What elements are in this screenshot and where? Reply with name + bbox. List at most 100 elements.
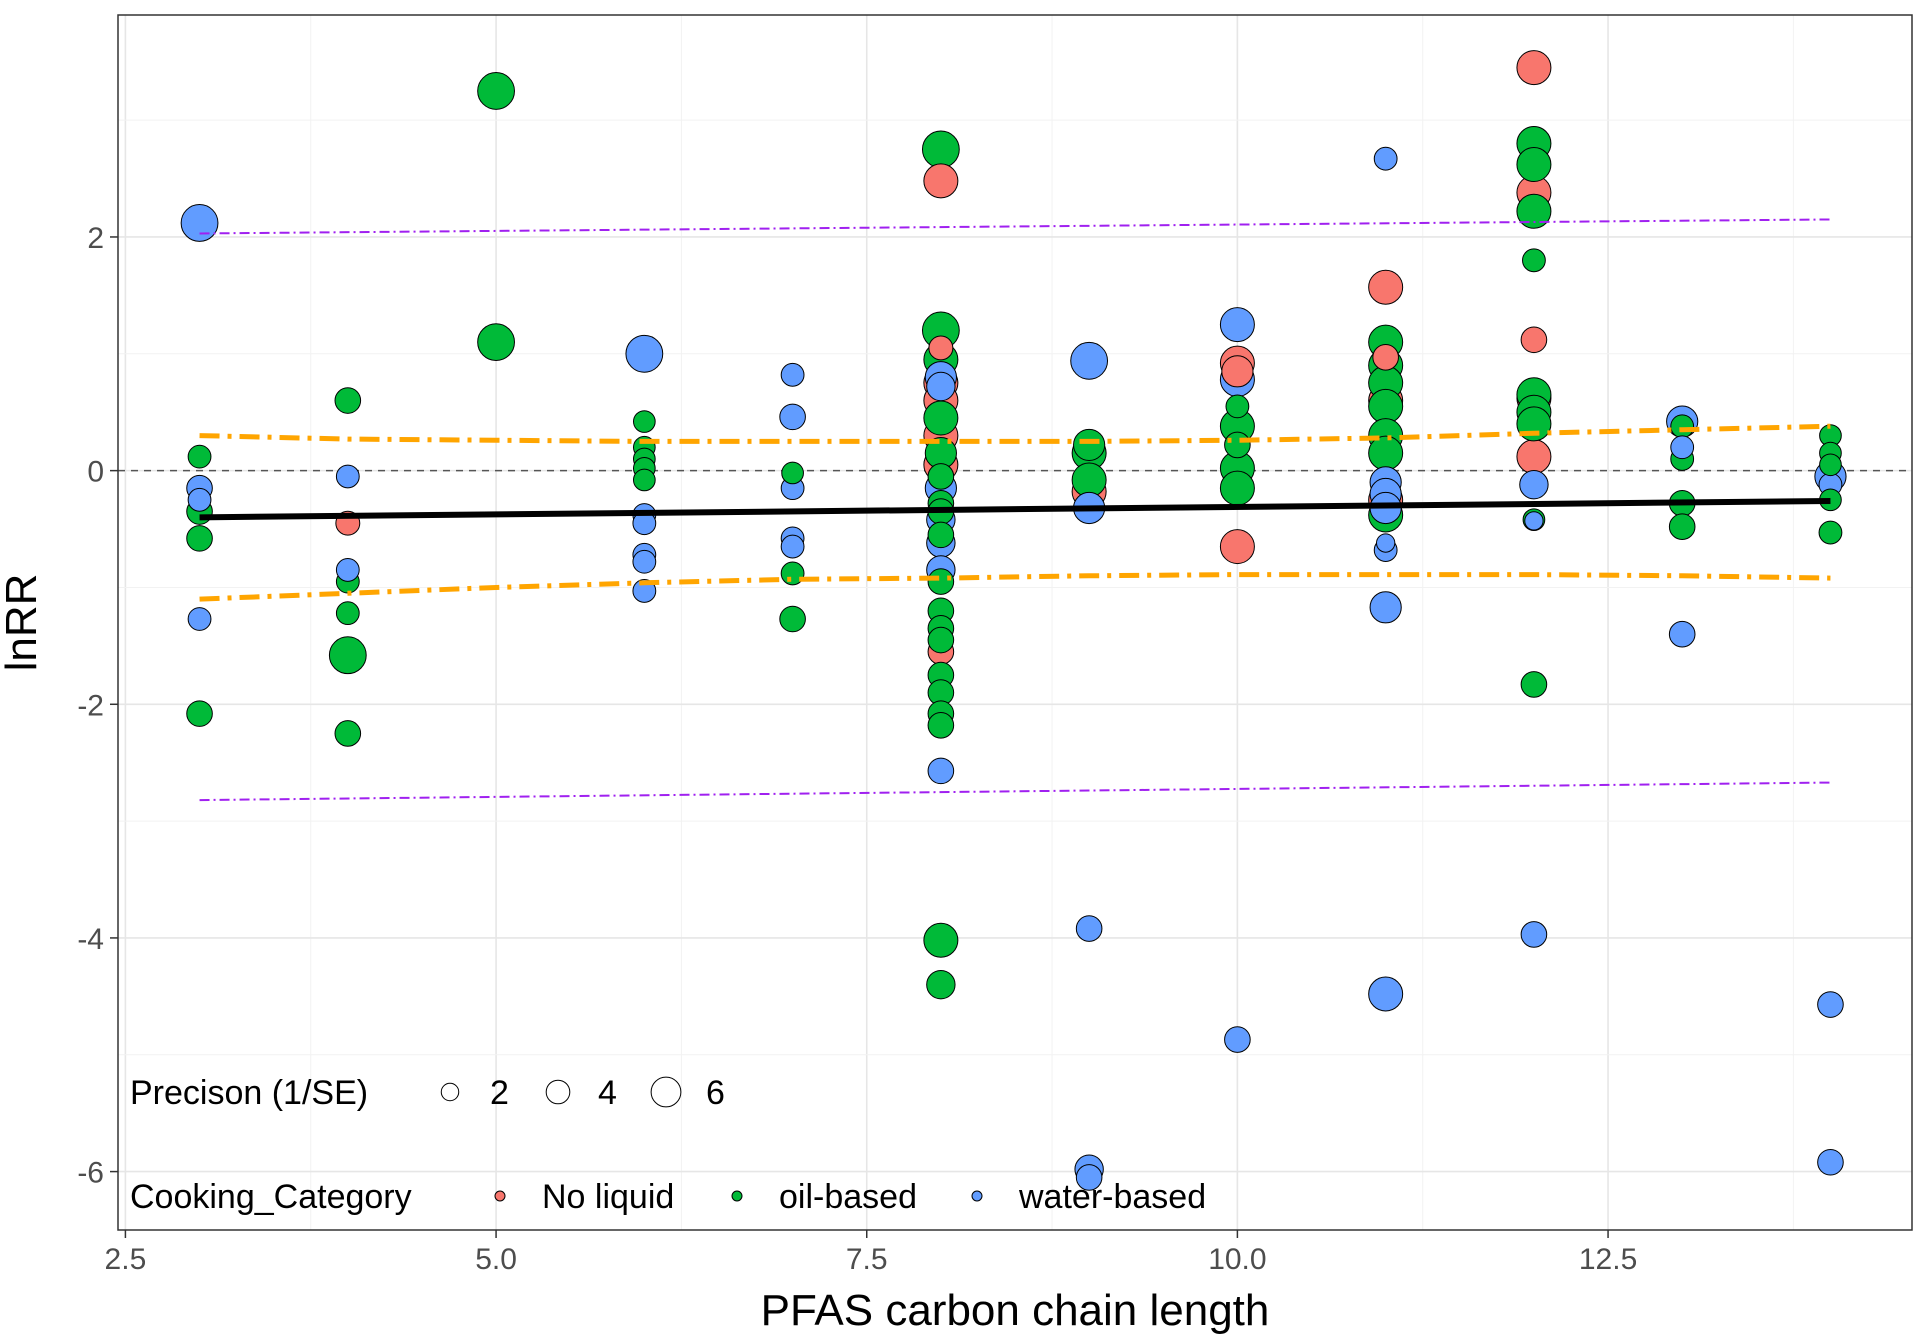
x-tick-label: 10.0 [1208, 1243, 1266, 1276]
data-point-water-based [926, 371, 956, 402]
data-point-oil-based [1225, 394, 1250, 419]
data-point-oil-based [927, 568, 955, 595]
data-point-water-based [632, 549, 657, 574]
data-point-water-based [1817, 1148, 1844, 1176]
data-point-water-based [1368, 976, 1404, 1012]
data-points [180, 50, 1847, 1191]
data-point-oil-based [1368, 435, 1404, 471]
legend-size-label: 2 [490, 1074, 509, 1112]
grid [118, 15, 1912, 1230]
data-point-oil-based [927, 521, 955, 549]
data-point-water-based [1817, 991, 1844, 1018]
data-point-water-based [1075, 915, 1103, 942]
data-point-oil-based [927, 463, 955, 490]
data-point-oil-based [1516, 193, 1552, 229]
legend-size-label: 4 [598, 1074, 617, 1112]
data-point-water-based [1373, 146, 1398, 171]
data-point-oil-based [1818, 520, 1843, 545]
data-point-water-based [1070, 341, 1109, 380]
fit-line [199, 498, 1831, 521]
data-point-water-based [779, 403, 806, 431]
legend-size-key [650, 1076, 682, 1108]
x-tick-label: 2.5 [105, 1243, 147, 1276]
data-point-oil-based [781, 461, 804, 485]
plot-panel-border [117, 14, 1913, 1231]
x-axis-title: PFAS carbon chain length [761, 1286, 1270, 1335]
data-point-water-based [625, 334, 664, 373]
y-tick-label: 2 [87, 222, 104, 255]
legend-color-key [494, 1190, 506, 1202]
data-point-no-liquid [1368, 269, 1404, 305]
data-point-water-based [187, 487, 212, 512]
legend-size-label: 6 [706, 1074, 725, 1112]
y-tick-label: 0 [87, 456, 104, 489]
data-point-oil-based [927, 712, 955, 739]
data-point-water-based [1376, 533, 1396, 553]
legend: Precison (1/SE) Cooking_Category 2 4 6 No l… [130, 1074, 1206, 1216]
confidence-band-upper [199, 423, 1831, 444]
data-point-oil-based [1071, 462, 1107, 498]
data-point-water-based [1219, 307, 1255, 343]
y-tick-label: -4 [77, 923, 104, 956]
data-point-water-based [780, 362, 805, 387]
data-point-water-based [1224, 1026, 1251, 1053]
legend-color-title: Cooking_Category [130, 1178, 412, 1216]
data-point-no-liquid [1372, 344, 1399, 371]
data-point-oil-based [334, 720, 362, 747]
data-point-no-liquid [1221, 355, 1254, 388]
bands [199, 218, 1831, 802]
legend-color-label: water-based [1018, 1178, 1206, 1216]
x-tick-label: 12.5 [1579, 1243, 1637, 1276]
data-point-oil-based [187, 444, 212, 469]
x-tick-label: 5.0 [475, 1243, 517, 1276]
data-point-oil-based [779, 605, 806, 633]
data-point-oil-based [328, 636, 367, 675]
legend-color-label: No liquid [542, 1178, 674, 1216]
data-point-water-based [1075, 1164, 1103, 1191]
x-tick-label: 7.5 [846, 1243, 888, 1276]
data-point-oil-based [632, 468, 656, 492]
data-point-water-based [1668, 620, 1696, 648]
data-point-water-based [180, 204, 219, 242]
data-point-oil-based [923, 922, 959, 958]
data-point-water-based [1369, 591, 1402, 624]
data-point-water-based [335, 464, 360, 489]
data-point-oil-based [1520, 671, 1548, 698]
data-point-oil-based [1668, 513, 1696, 541]
data-point-oil-based [926, 969, 956, 1000]
data-point-oil-based [1670, 414, 1695, 439]
legend-size-title: Precison (1/SE) [130, 1074, 368, 1112]
data-point-oil-based [1819, 453, 1842, 477]
data-point-oil-based [1219, 470, 1255, 506]
legend-size-key [440, 1082, 460, 1102]
data-point-no-liquid [1516, 50, 1552, 86]
data-point-oil-based [632, 410, 656, 433]
data-point-water-based [187, 607, 212, 631]
data-point-water-based [780, 534, 805, 559]
data-point-oil-based [1073, 428, 1106, 462]
x-axis: 2.5 5.0 7.5 10.0 12.5 [105, 1230, 1637, 1276]
data-point-oil-based [477, 323, 515, 362]
data-point-oil-based [477, 72, 515, 110]
y-axis: -6 -4 -2 0 2 [77, 222, 118, 1190]
data-point-no-liquid [1219, 529, 1255, 565]
data-point-oil-based [186, 525, 213, 552]
legend-color-label: oil-based [779, 1178, 917, 1216]
data-point-no-liquid [928, 335, 954, 361]
data-point-oil-based [1516, 147, 1552, 183]
y-tick-label: -6 [77, 1157, 104, 1190]
data-point-oil-based [335, 601, 360, 626]
legend-color-key [731, 1190, 743, 1202]
data-point-water-based [1670, 435, 1695, 460]
prediction-band-lower [199, 781, 1831, 802]
data-point-oil-based [927, 626, 955, 654]
data-point-oil-based [1224, 431, 1251, 459]
data-point-oil-based [923, 400, 959, 436]
legend-size-key [545, 1079, 571, 1105]
data-point-oil-based [780, 561, 805, 586]
prediction-band-upper [199, 218, 1831, 235]
data-point-no-liquid [1516, 439, 1552, 475]
data-point-no-liquid [1520, 326, 1548, 354]
data-point-water-based [632, 579, 657, 603]
